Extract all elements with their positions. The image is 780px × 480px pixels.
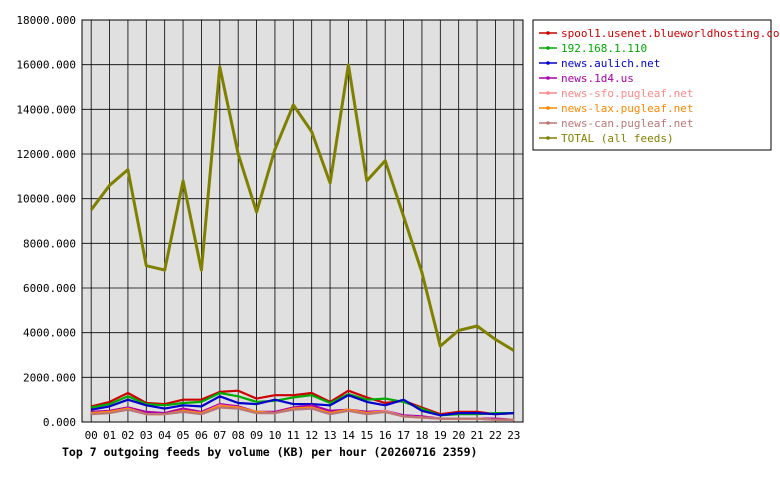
plot-area [82, 20, 523, 422]
series-lines [90, 63, 515, 421]
legend-marker [546, 136, 550, 140]
legend: spool1.usenet.blueworldhosting.com 192.16… [532, 19, 780, 151]
x-tick-label: 02 [121, 429, 134, 442]
y-tick-label: 14000.000 [16, 103, 76, 116]
legend-label: news.1d4.us [561, 72, 634, 85]
x-tick-labels: 00 01 02 03 04 05 06 07 08 09 10 11 12 13 14 15 16 17 18 19… [85, 429, 521, 442]
y-tick-label: 8000.000 [23, 237, 76, 250]
y-tick-label: 0.000 [43, 416, 76, 429]
series-line-0 [90, 389, 514, 416]
x-tick-label: 20 [452, 429, 465, 442]
legend-label: news-can.pugleaf.net [561, 117, 693, 130]
x-tick-label: 05 [176, 429, 189, 442]
legend-label: news-lax.pugleaf.net [561, 102, 693, 115]
legend-marker [546, 31, 550, 35]
legend-box [532, 19, 772, 151]
x-tick-label: 17 [397, 429, 410, 442]
x-tick-label: 00 [85, 429, 98, 442]
x-tick-label: 19 [434, 429, 447, 442]
x-tick-label: 22 [489, 429, 502, 442]
series-line-6 [91, 406, 514, 421]
x-tick-label: 23 [507, 429, 520, 442]
legend-marker [546, 106, 550, 110]
legend-marker [546, 46, 550, 50]
legend-label: news.aulich.net [561, 57, 660, 70]
plot-frame [81, 19, 524, 423]
x-tick-label: 04 [158, 429, 172, 442]
legend-label: TOTAL (all feeds) [561, 132, 674, 145]
x-tick-label: 12 [305, 429, 318, 442]
y-tick-label: 2000.000 [23, 371, 76, 384]
legend-marker [546, 121, 550, 125]
y-tick-label: 12000.000 [16, 148, 76, 161]
legend-marker [546, 76, 550, 80]
x-tick-label: 01 [103, 429, 116, 442]
series-line-7 [90, 63, 515, 352]
legend-label: spool1.usenet.blueworldhosting.com [561, 27, 780, 40]
chart-title: Top 7 outgoing feeds by volume (KB) per … [62, 445, 477, 459]
x-tick-label: 10 [268, 429, 281, 442]
y-tick-label: 18000.000 [16, 14, 76, 27]
x-tick-label: 09 [250, 429, 263, 442]
y-tick-label: 4000.000 [23, 327, 76, 340]
x-tick-label: 03 [140, 429, 153, 442]
legend-label: news-sfo.pugleaf.net [561, 87, 693, 100]
x-tick-label: 08 [232, 429, 245, 442]
series-line-2 [91, 394, 514, 417]
x-tick-label: 16 [379, 429, 392, 442]
x-tick-label: 11 [287, 429, 300, 442]
legend-label: 192.168.1.110 [561, 42, 647, 55]
x-tick-label: 18 [415, 429, 428, 442]
y-tick-label: 10000.000 [16, 193, 76, 206]
y-tick-label: 6000.000 [23, 282, 76, 295]
legend-entries: spool1.usenet.blueworldhosting.com 192.16… [539, 27, 780, 145]
y-tick-label: 16000.000 [16, 59, 76, 72]
grid [82, 19, 523, 423]
x-tick-label: 15 [360, 429, 373, 442]
x-tick-label: 14 [342, 429, 356, 442]
legend-marker [546, 91, 550, 95]
x-tick-label: 21 [470, 429, 483, 442]
legend-marker [546, 61, 550, 65]
x-tick-label: 13 [323, 429, 336, 442]
y-tick-labels: 0.000 2000.000 4000.000 6000.000 8000.000 100… [16, 14, 76, 429]
x-tick-label: 07 [213, 429, 226, 442]
x-tick-label: 06 [195, 429, 208, 442]
